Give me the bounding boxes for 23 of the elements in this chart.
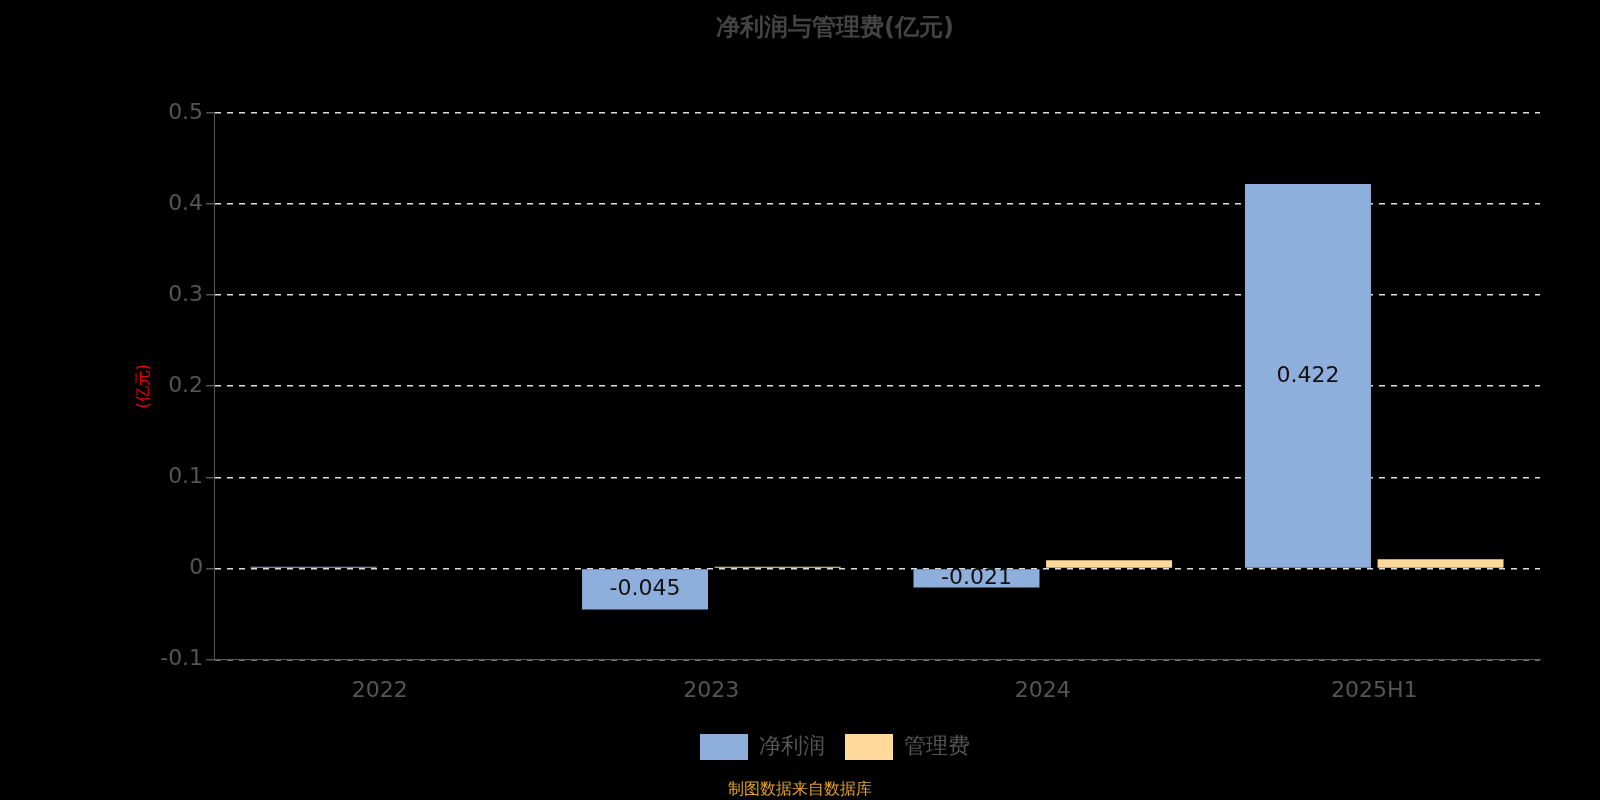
chart-title: 净利润与管理费(亿元) bbox=[716, 12, 954, 41]
x-tick-label: 2023 bbox=[683, 676, 740, 702]
bar bbox=[1046, 560, 1173, 568]
y-tick-label: 0.3 bbox=[168, 280, 204, 306]
data-label: -0.021 bbox=[941, 564, 1012, 590]
x-tick-label: 2022 bbox=[351, 676, 408, 702]
text: 制图数据来自数据库 bbox=[728, 779, 872, 799]
y-tick-label: 0 bbox=[189, 554, 204, 580]
x-tick-label: 2024 bbox=[1014, 676, 1071, 702]
bar bbox=[582, 569, 709, 610]
y-tick-label: -0.1 bbox=[160, 645, 204, 671]
x-tick-label: 2025H1 bbox=[1331, 676, 1418, 702]
data-label: -0.045 bbox=[609, 575, 681, 601]
y-tick-label: 0.1 bbox=[168, 463, 204, 489]
legend-label: 净利润 bbox=[759, 732, 825, 758]
y-tick-label: 0.4 bbox=[168, 189, 204, 215]
y-tick-label: 0.5 bbox=[168, 98, 204, 124]
y-axis-title: (亿元) bbox=[132, 363, 152, 409]
bar bbox=[1377, 559, 1504, 568]
bar bbox=[1244, 183, 1371, 568]
data-label: 0.422 bbox=[1276, 361, 1340, 387]
legend-label: 管理费 bbox=[904, 732, 970, 758]
y-tick-label: 0.2 bbox=[168, 371, 204, 397]
